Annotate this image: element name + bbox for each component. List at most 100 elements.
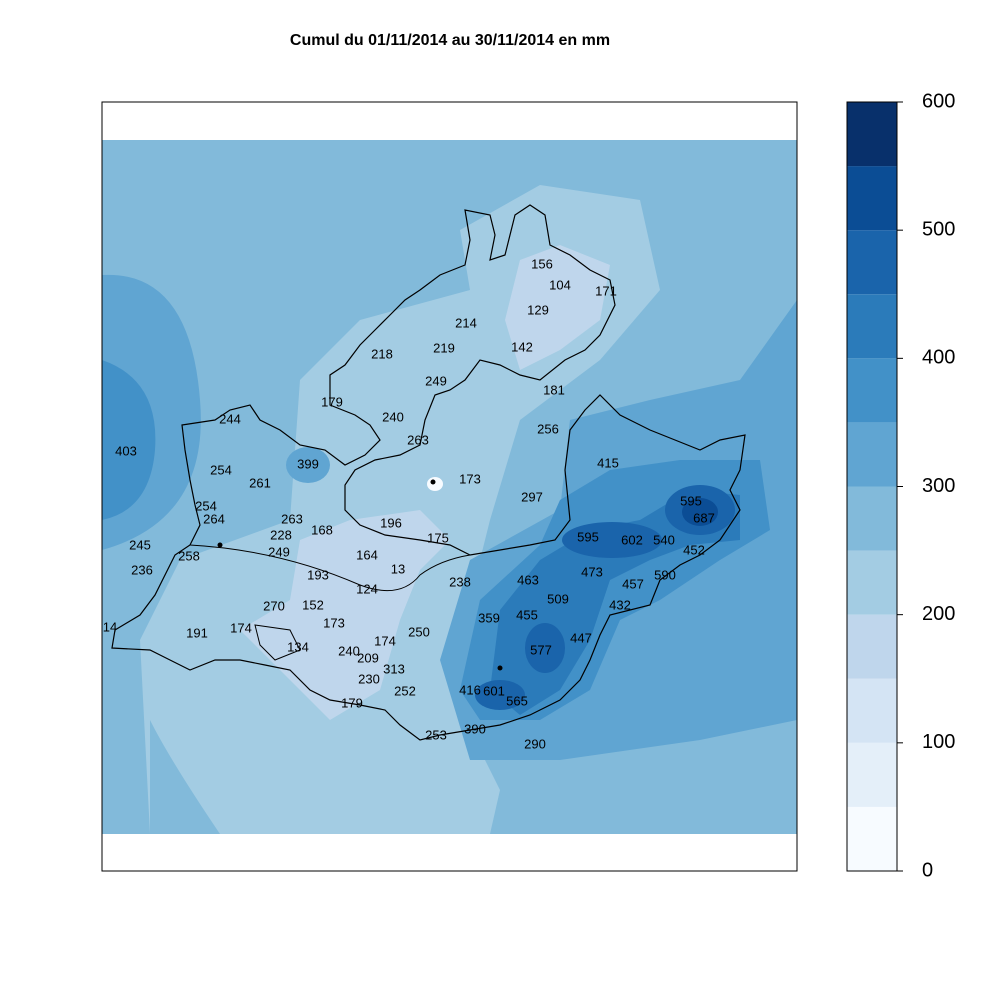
contour-band [240, 510, 450, 720]
station-value: 270 [263, 598, 285, 613]
station-value: 359 [478, 610, 500, 625]
colorbar-band [847, 678, 897, 743]
contour-band [682, 498, 718, 526]
colorbar-band [847, 422, 897, 487]
station-value: 432 [609, 597, 631, 612]
colorbar-band [847, 358, 897, 423]
station-value: 164 [356, 547, 378, 562]
station-value: 14 [103, 619, 117, 634]
station-value: 124 [356, 581, 378, 596]
station-value: 129 [527, 302, 549, 317]
station-value: 463 [517, 572, 539, 587]
colorbar-tick-label: 500 [922, 218, 955, 240]
station-value: 473 [581, 564, 603, 579]
station-value: 174 [230, 620, 252, 635]
station-value: 403 [115, 443, 137, 458]
colorbar-band [847, 166, 897, 231]
station-value: 249 [268, 544, 290, 559]
colorbar-band [847, 230, 897, 295]
station-value: 230 [358, 671, 380, 686]
station-value: 134 [287, 639, 309, 654]
precip-field [102, 140, 797, 834]
station-value: 313 [383, 661, 405, 676]
contour-band [505, 245, 610, 370]
colorbar-band [847, 806, 897, 871]
station-value: 181 [543, 382, 565, 397]
station-value: 142 [511, 339, 533, 354]
station-value: 228 [270, 527, 292, 542]
station-value: 509 [547, 591, 569, 606]
station-value: 152 [302, 597, 324, 612]
station-value: 565 [506, 693, 528, 708]
station-value: 104 [549, 277, 571, 292]
station-value: 252 [394, 683, 416, 698]
station-value: 590 [654, 567, 676, 582]
department-boundary [189, 544, 471, 592]
city-dot [430, 479, 436, 485]
station-value: 264 [203, 511, 225, 526]
station-value: 390 [464, 721, 486, 736]
station-value: 452 [683, 542, 705, 557]
station-value: 595 [680, 493, 702, 508]
station-value: 261 [249, 475, 271, 490]
map-title: Cumul du 01/11/2014 au 30/11/2014 en mm [290, 32, 610, 49]
station-value: 209 [357, 650, 379, 665]
station-value: 236 [131, 562, 153, 577]
station-value: 577 [530, 642, 552, 657]
station-value: 455 [516, 607, 538, 622]
station-value: 196 [380, 515, 402, 530]
colorbar-band [847, 102, 897, 167]
map-frame [101, 101, 798, 872]
colorbar-tick-label: 100 [922, 731, 955, 753]
station-value: 171 [595, 283, 617, 298]
station-value: 245 [129, 537, 151, 552]
station-value: 249 [425, 373, 447, 388]
station-value: 238 [449, 574, 471, 589]
station-value: 191 [186, 625, 208, 640]
station-value: 415 [597, 455, 619, 470]
colorbar-band [847, 294, 897, 359]
station-value: 168 [311, 522, 333, 537]
contour-band [102, 360, 156, 520]
station-value: 263 [281, 511, 303, 526]
station-value: 399 [297, 456, 319, 471]
station-value: 214 [455, 315, 477, 330]
station-value: 173 [323, 615, 345, 630]
station-value: 290 [524, 736, 546, 751]
station-value: 240 [382, 409, 404, 424]
station-value: 254 [210, 462, 232, 477]
contour-band [562, 522, 662, 558]
city-dot [497, 665, 503, 671]
colorbar-band [847, 486, 897, 551]
contour-band [475, 680, 525, 710]
station-value: 602 [621, 532, 643, 547]
station-value: 263 [407, 432, 429, 447]
colorbar-tick-label: 200 [922, 603, 955, 625]
station-value: 218 [371, 346, 393, 361]
station-value: 447 [570, 630, 592, 645]
station-value: 254 [195, 498, 217, 513]
station-value: 687 [693, 510, 715, 525]
station-value: 179 [341, 695, 363, 710]
station-value: 219 [433, 340, 455, 355]
station-value: 179 [321, 394, 343, 409]
station-value: 601 [483, 683, 505, 698]
station-value: 457 [622, 576, 644, 591]
colorbar-tick-label: 400 [922, 347, 955, 369]
station-value: 175 [427, 530, 449, 545]
colorbar-band [847, 550, 897, 615]
station-value: 540 [653, 532, 675, 547]
station-value: 297 [521, 489, 543, 504]
region-boundary [111, 204, 746, 741]
city-dot [217, 542, 223, 548]
station-value: 13 [391, 561, 405, 576]
station-value: 256 [537, 421, 559, 436]
colorbar-tick-label: 300 [922, 475, 955, 497]
contour-band [427, 477, 443, 491]
contour-band [286, 447, 330, 483]
lagoon-outline [254, 624, 301, 661]
station-value: 595 [577, 529, 599, 544]
contour-band [525, 623, 565, 673]
station-value: 173 [459, 471, 481, 486]
